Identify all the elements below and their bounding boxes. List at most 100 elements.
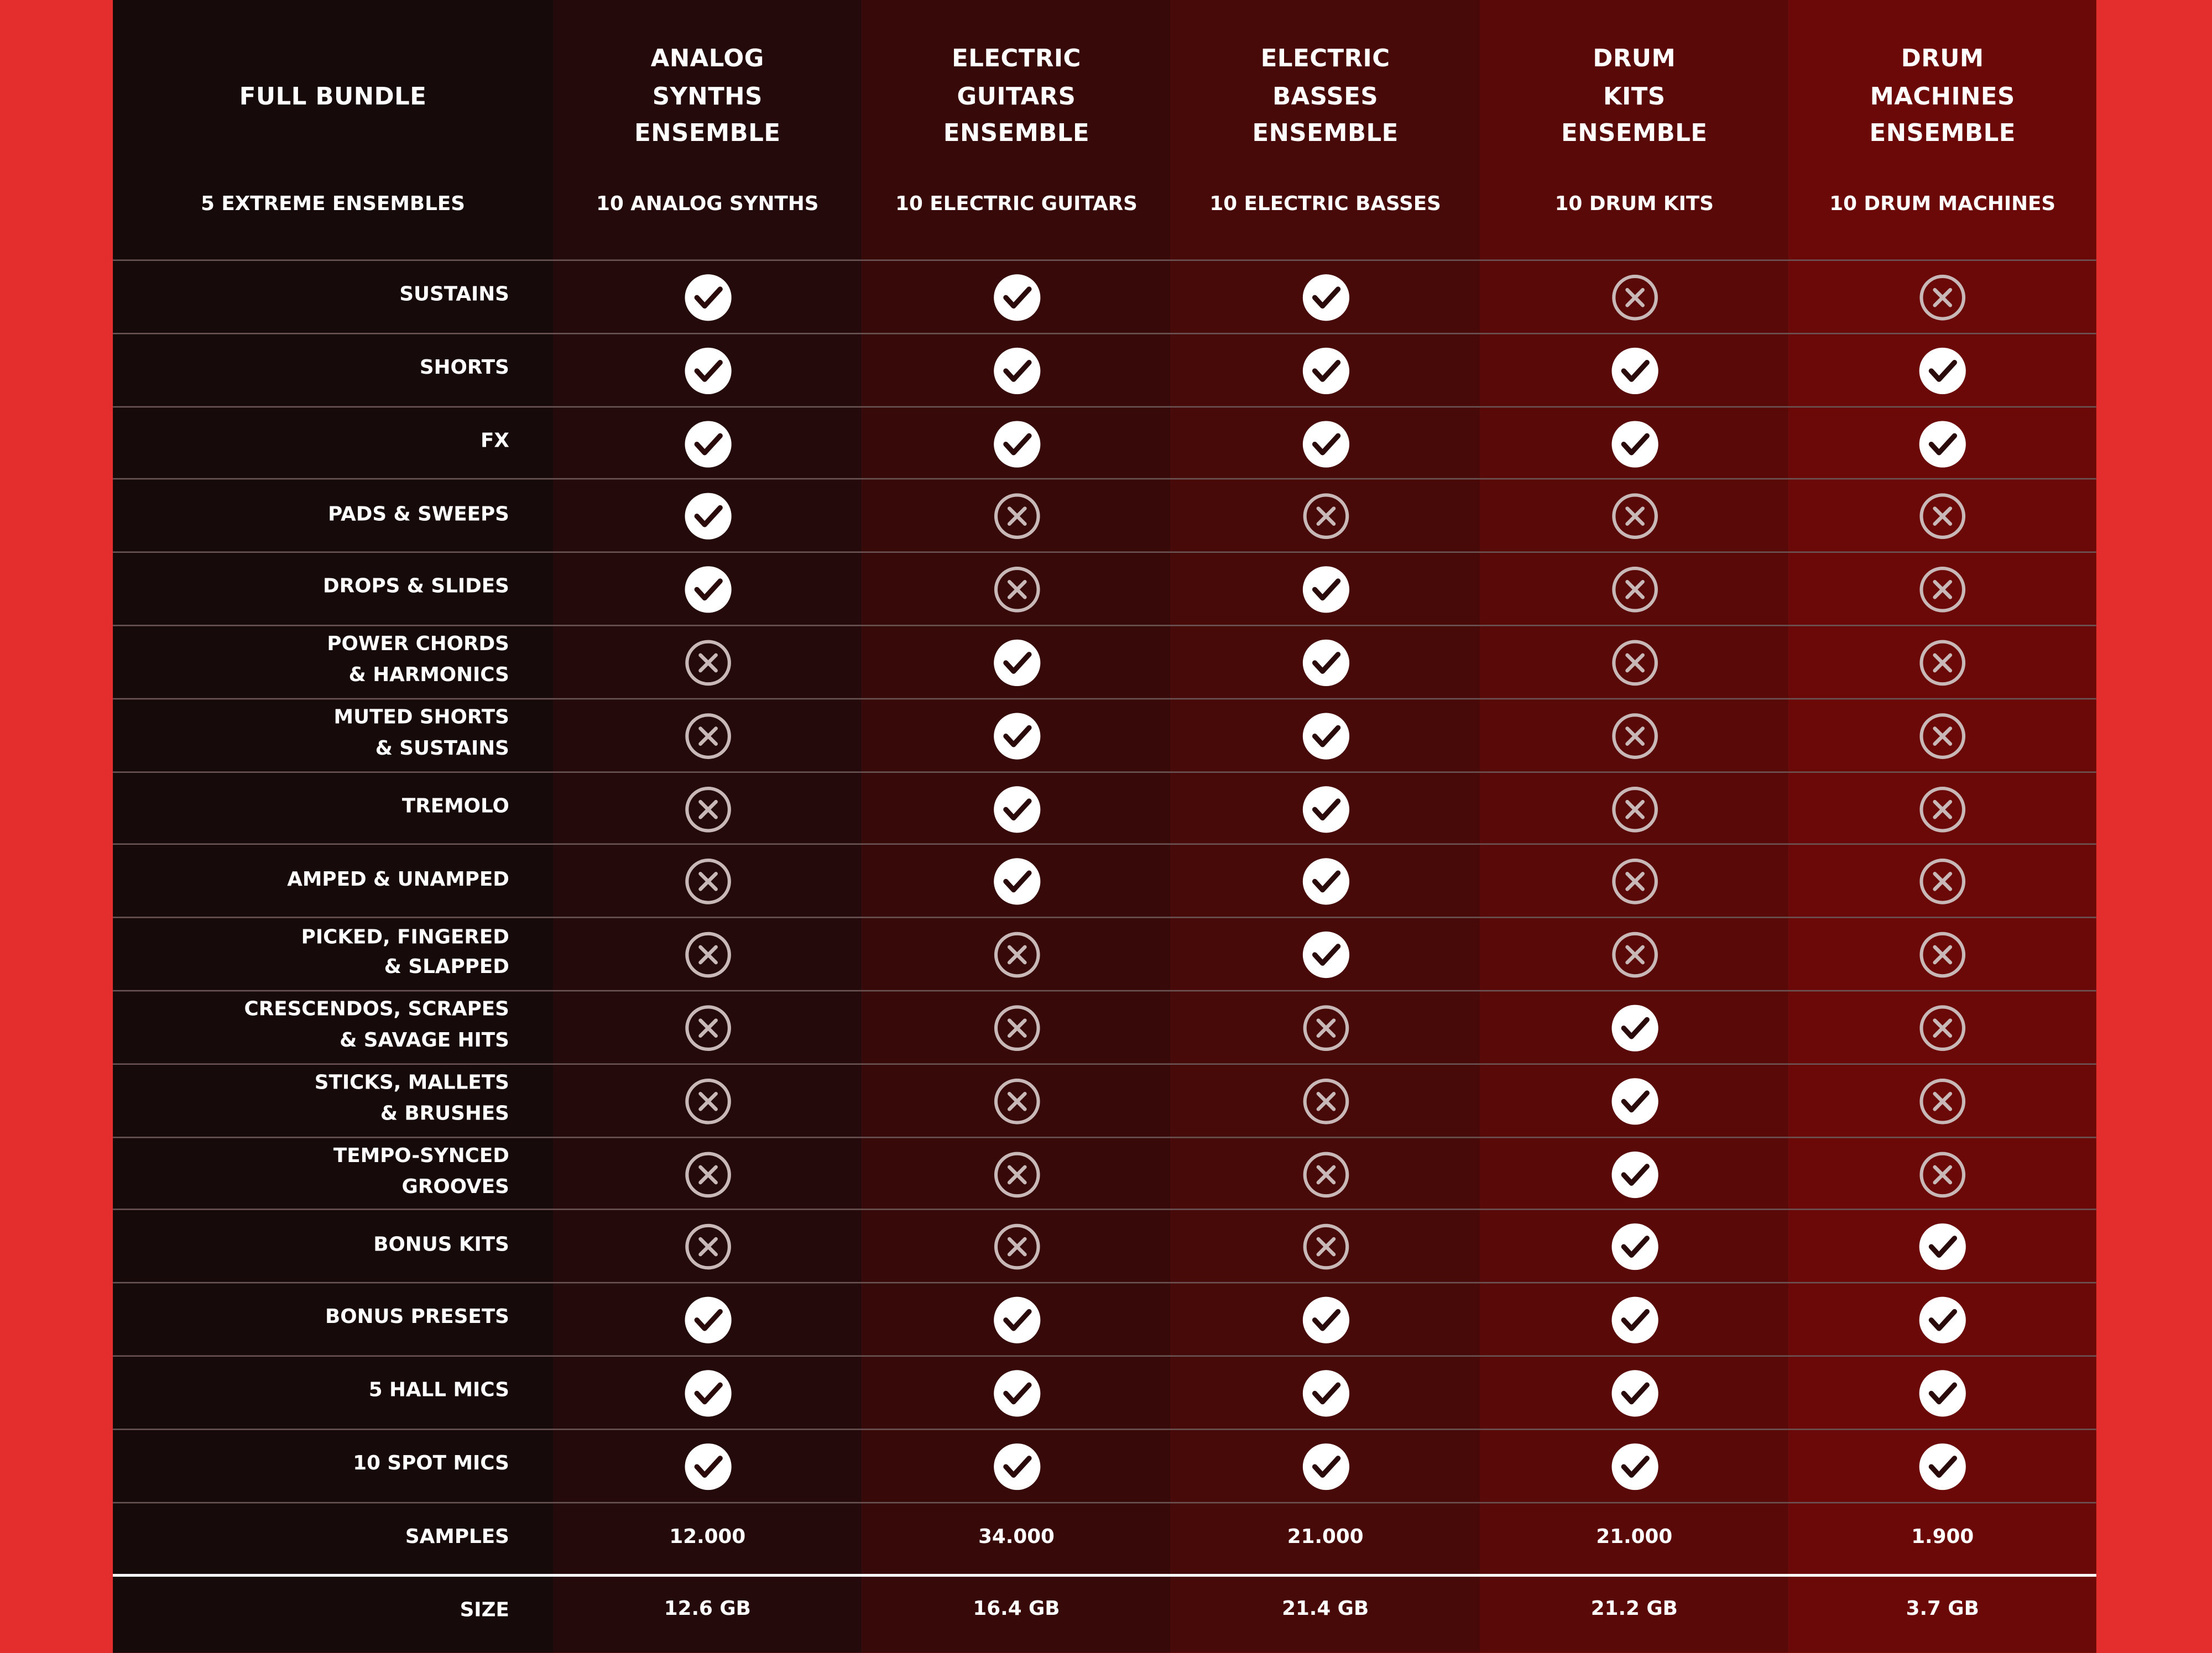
cross-icon xyxy=(1611,713,1657,759)
label-line: DROPS & SLIDES xyxy=(322,576,509,599)
row-label: BONUS PRESETS xyxy=(325,1304,509,1334)
stat-value: 21.000 xyxy=(1287,1525,1364,1548)
label-line: & SLAPPED xyxy=(384,956,509,979)
cross-icon xyxy=(1919,1151,1966,1197)
cross-icon xyxy=(685,786,731,832)
cross-icon xyxy=(1919,932,1966,978)
row-label: PICKED, FINGERED & SLAPPED xyxy=(301,923,509,984)
column-title: ELECTRIC BASSES ENSEMBLE xyxy=(1171,41,1480,154)
column-subtitle: 10 DRUM KITS xyxy=(1554,193,1714,216)
cross-icon xyxy=(1302,1224,1348,1270)
title-line: FULL BUNDLE xyxy=(239,82,427,111)
row-label: TEMPO-SYNCED GROOVES xyxy=(333,1142,509,1203)
check-icon xyxy=(684,566,731,613)
row-label: CRESCENDOS, SCRAPES & SAVAGE HITS xyxy=(244,996,509,1057)
stat-value: 21.4 GB xyxy=(1282,1598,1369,1621)
title-line: ENSEMBLE xyxy=(634,120,781,149)
check-icon xyxy=(684,347,731,394)
check-icon xyxy=(1611,1223,1658,1270)
check-icon xyxy=(1919,1223,1966,1270)
label-line: SHORTS xyxy=(419,357,509,380)
cross-icon xyxy=(1611,494,1657,540)
check-icon xyxy=(993,420,1040,467)
title-line: MACHINES xyxy=(1870,82,2015,111)
row-label: SUSTAINS xyxy=(399,281,509,311)
title-line: ENSEMBLE xyxy=(1252,120,1399,149)
check-icon xyxy=(993,639,1040,686)
row-separator xyxy=(113,478,2096,480)
title-line: DRUM xyxy=(1593,45,1676,74)
row-label: 10 SPOT MICS xyxy=(353,1450,509,1480)
stat-value: 21.000 xyxy=(1596,1525,1673,1548)
cross-icon xyxy=(685,1151,731,1197)
row-separator xyxy=(113,844,2096,846)
row-label: AMPED & UNAMPED xyxy=(287,865,509,896)
cross-icon xyxy=(1611,274,1657,321)
cross-icon xyxy=(1919,494,1966,540)
label-line: GROOVES xyxy=(401,1175,509,1199)
cross-icon xyxy=(1611,640,1657,686)
check-icon xyxy=(993,1443,1040,1490)
title-line: ELECTRIC xyxy=(1260,45,1390,74)
row-separator xyxy=(113,917,2096,919)
cross-icon xyxy=(993,1224,1040,1270)
check-icon xyxy=(1611,420,1658,467)
label-line: SAMPLES xyxy=(405,1525,509,1549)
check-icon xyxy=(993,785,1040,833)
cross-icon xyxy=(685,859,731,905)
label-line: PICKED, FINGERED xyxy=(301,925,509,949)
check-icon xyxy=(1611,1370,1658,1417)
label-line: 5 HALL MICS xyxy=(368,1379,509,1403)
label-line: & SUSTAINS xyxy=(375,737,509,760)
row-separator xyxy=(113,1209,2096,1211)
check-icon xyxy=(1302,859,1349,906)
check-icon xyxy=(684,274,731,321)
cross-icon xyxy=(1919,786,1966,832)
label-line: STICKS, MALLETS xyxy=(314,1072,509,1095)
label-line: BONUS PRESETS xyxy=(325,1306,509,1329)
check-icon xyxy=(1919,420,1966,467)
cross-icon xyxy=(1919,1005,1966,1051)
label-line: TEMPO-SYNCED xyxy=(333,1145,509,1168)
title-line: GUITARS xyxy=(957,82,1076,111)
check-icon xyxy=(684,493,731,540)
cross-icon xyxy=(1302,1005,1348,1051)
cross-icon xyxy=(1919,1078,1966,1124)
title-line: DRUM xyxy=(1901,45,1984,74)
row-separator xyxy=(113,1136,2096,1138)
cross-icon xyxy=(993,1151,1040,1197)
cross-icon xyxy=(685,713,731,759)
column-subtitle: 5 EXTREME ENSEMBLES xyxy=(201,193,465,216)
check-icon xyxy=(1302,785,1349,833)
row-label: DROPS & SLIDES xyxy=(323,573,509,604)
label-line: & SAVAGE HITS xyxy=(340,1029,509,1052)
row-label: FX xyxy=(481,427,509,457)
cross-icon xyxy=(685,932,731,978)
row-label: SHORTS xyxy=(420,354,509,384)
row-separator xyxy=(113,259,2096,261)
stat-value: 1.900 xyxy=(1911,1525,1974,1548)
row-separator xyxy=(113,771,2096,772)
check-icon xyxy=(993,1296,1040,1344)
title-line: BASSES xyxy=(1272,82,1379,111)
check-icon xyxy=(1302,274,1349,321)
check-icon xyxy=(1919,1443,1966,1490)
cross-icon xyxy=(1611,567,1657,613)
row-separator xyxy=(113,1282,2096,1284)
row-label: TREMOLO xyxy=(402,792,509,823)
check-icon xyxy=(1919,1296,1966,1344)
check-icon xyxy=(1611,1443,1658,1490)
cross-icon xyxy=(685,640,731,686)
column-title: FULL BUNDLE xyxy=(113,79,553,116)
stat-value: 34.000 xyxy=(978,1525,1055,1548)
stat-value: 12.000 xyxy=(669,1525,746,1548)
check-icon xyxy=(684,420,731,467)
cross-icon xyxy=(993,567,1040,613)
column-bg xyxy=(113,0,553,1653)
cross-icon xyxy=(1919,567,1966,613)
row-separator xyxy=(113,698,2096,699)
cross-icon xyxy=(1919,640,1966,686)
label-line: FX xyxy=(480,430,509,453)
check-icon xyxy=(993,1370,1040,1417)
